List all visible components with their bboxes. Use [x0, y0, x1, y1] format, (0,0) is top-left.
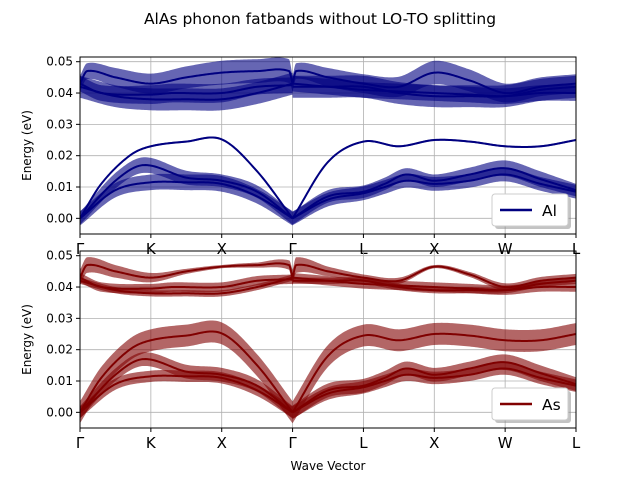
y-tick-label: 0.03: [46, 311, 73, 325]
x-tick-label: L: [572, 240, 581, 258]
band-line-5: [80, 82, 293, 101]
legend-label: As: [542, 396, 561, 414]
band-line-6: [80, 262, 294, 279]
y-tick-label: 0.05: [46, 249, 73, 263]
fatband-2: [80, 352, 293, 419]
x-axis-label: Wave Vector: [291, 459, 366, 473]
y-axis-label: Energy (eV): [20, 304, 34, 375]
chart-panel-bottom: 0.00 0.01 0.02 0.03 0.04 0.05 Γ K X Γ L X W L Energy (…: [20, 249, 581, 473]
x-tick-label: K: [146, 240, 157, 258]
x-tick-label: W: [498, 434, 513, 452]
x-tick-label: Γ: [288, 434, 297, 452]
y-tick-label: 0.02: [46, 343, 73, 357]
band-line-9: [292, 367, 576, 414]
y-tick-label: 0.01: [46, 374, 73, 388]
y-tick-label: 0.00: [46, 405, 73, 419]
legend: Al: [491, 193, 571, 229]
axes-frame: [79, 250, 577, 429]
legend-label: Al: [542, 202, 557, 220]
legend: As: [491, 387, 571, 423]
fatband-7: [292, 322, 576, 424]
band-line-12: [291, 69, 576, 95]
x-tick-label: Γ: [288, 240, 297, 258]
band-line-5: [80, 276, 293, 295]
figure-title: AlAs phonon fatbands without LO-TO split…: [144, 10, 496, 28]
x-tick-label: W: [498, 240, 513, 258]
x-tick-label: X: [217, 240, 227, 258]
x-tick-label: L: [572, 434, 581, 452]
y-tick-label: 0.04: [46, 86, 73, 100]
series-group: [80, 57, 576, 226]
y-tick-label: 0.03: [46, 117, 73, 131]
fatband-3: [80, 173, 293, 226]
series-group: [80, 257, 576, 424]
x-tick-label: L: [359, 434, 368, 452]
band-line-9: [292, 173, 576, 220]
x-tick-label: Γ: [76, 434, 85, 452]
y-tick-label: 0.05: [46, 55, 73, 69]
band-line-1: [80, 136, 294, 219]
fatband-6: [80, 57, 293, 94]
band-line-3: [80, 180, 294, 220]
x-tick-label: X: [429, 434, 439, 452]
fatband-12: [292, 257, 576, 291]
band-line-7: [291, 138, 576, 219]
band-line-7: [291, 332, 576, 413]
band-line-12: [291, 263, 576, 289]
fatband-2: [80, 157, 293, 225]
x-tick-label: Γ: [76, 240, 85, 258]
band-line-3: [80, 374, 294, 414]
y-tick-label: 0.01: [46, 180, 73, 194]
x-tick-label: X: [217, 434, 227, 452]
band-line-1: [80, 330, 294, 413]
y-tick-label: 0.04: [46, 280, 73, 294]
chart-panel-top: 0.00 0.01 0.02 0.03 0.04 0.05 Γ K X Γ L X W L Energy (…: [20, 55, 581, 258]
axes-frame: [79, 56, 577, 235]
x-tick-label: K: [146, 434, 157, 452]
band-line-6: [80, 68, 294, 85]
fatband-5: [80, 72, 293, 111]
y-tick-label: 0.00: [46, 211, 73, 225]
x-tick-label: L: [359, 240, 368, 258]
y-tick-label: 0.02: [46, 149, 73, 163]
y-axis-label: Energy (eV): [20, 110, 34, 181]
x-tick-label: X: [429, 240, 439, 258]
